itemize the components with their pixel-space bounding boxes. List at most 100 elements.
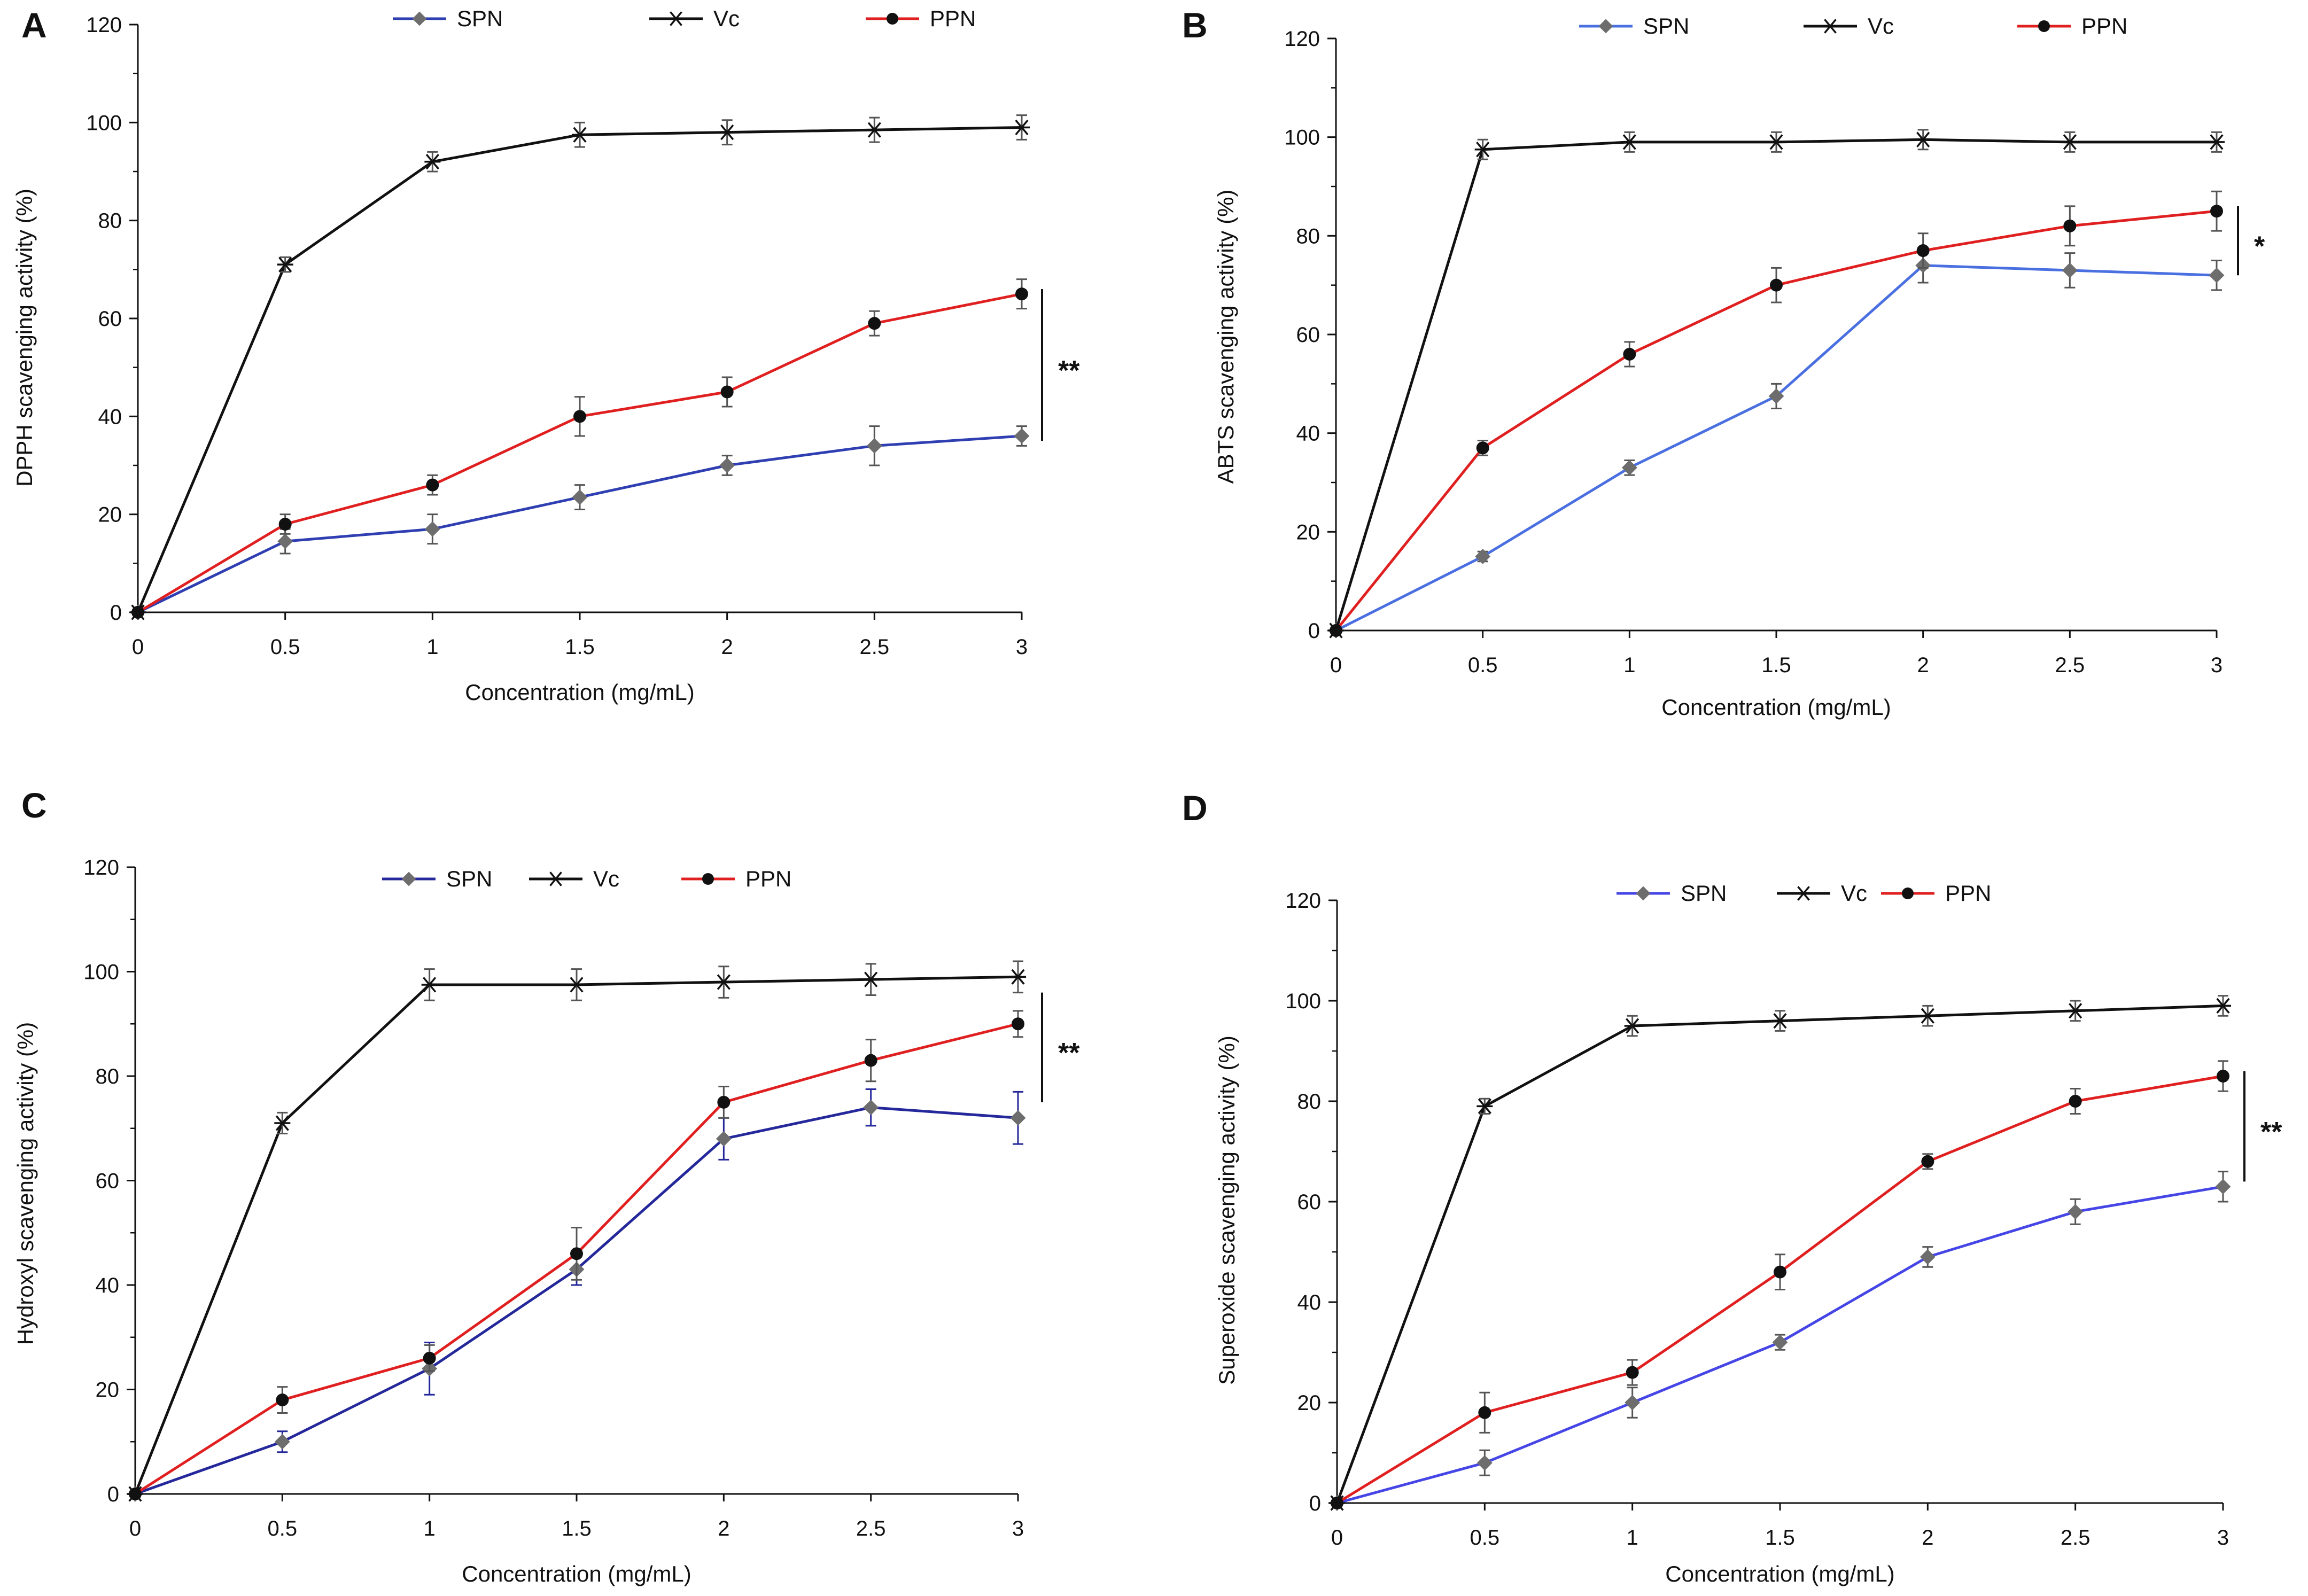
data-point-ppn — [278, 518, 292, 531]
data-point-vc — [862, 971, 879, 987]
data-point-vc — [1920, 1008, 1936, 1024]
x-tick-label: 0.5 — [270, 635, 300, 659]
y-axis-title: Hydroxyl scavenging activity (%) — [13, 1022, 38, 1345]
data-point-vc — [424, 154, 441, 170]
x-tick-label: 1.5 — [1761, 653, 1791, 677]
data-point-spn — [1768, 388, 1784, 404]
x-tick-label: 0.5 — [1468, 653, 1498, 677]
legend-item-vc: Vc — [1777, 881, 1867, 906]
x-tick-label: 2 — [721, 635, 733, 659]
legend-item-ppn: PPN — [2017, 13, 2127, 38]
data-point-spn — [1625, 1395, 1641, 1411]
data-point-vc — [569, 977, 585, 993]
data-point-spn — [716, 1131, 732, 1147]
data-point-vc — [274, 1115, 291, 1131]
series-line-spn — [1335, 264, 2217, 632]
chart-panel-d: D 0 20 40 60 80 100 120 0 0.5 1 1.5 2 2.5 3 Concentrati… — [1182, 788, 2282, 1586]
y-tick-label: 40 — [98, 405, 122, 429]
x-tick-label: 1 — [1627, 1526, 1638, 1550]
data-point-ppn — [2069, 1095, 2082, 1108]
data-point-ppn — [1921, 1155, 1934, 1168]
legend-item-vc: Vc — [649, 6, 740, 31]
x-tick-label: 3 — [1012, 1517, 1024, 1540]
data-point-vc — [277, 256, 293, 273]
data-point-ppn — [1331, 1497, 1343, 1509]
data-point-spn — [866, 438, 882, 454]
y-axis-title: ABTS scavenging activity (%) — [1213, 190, 1238, 484]
x-tick-label: 2.5 — [856, 1517, 886, 1540]
y-tick-label: 20 — [98, 503, 122, 527]
x-tick-label: 1.5 — [562, 1517, 592, 1540]
data-point-spn — [2062, 262, 2078, 278]
data-point-vc — [1915, 131, 1931, 147]
x-tick-label: 3 — [2211, 653, 2222, 677]
y-tick-label: 80 — [96, 1065, 120, 1088]
data-point-ppn — [129, 1488, 142, 1500]
data-point-ppn — [570, 1247, 583, 1260]
legend-marker-star — [1823, 19, 1838, 34]
y-tick-label: 80 — [1297, 1090, 1322, 1114]
legend-label: Vc — [1841, 881, 1867, 906]
data-point-vc — [1621, 134, 1638, 150]
y-tick-label: 60 — [1296, 323, 1320, 347]
legend-marker-circle — [702, 873, 714, 885]
data-point-spn — [1477, 1455, 1493, 1471]
data-point-vc — [716, 974, 732, 990]
x-tick-label: 0 — [1331, 1526, 1343, 1550]
legend-label: SPN — [457, 6, 503, 31]
legend-item-spn: SPN — [1579, 13, 1689, 38]
data-point-vc — [719, 124, 735, 141]
data-point-ppn — [2063, 219, 2077, 232]
panel-letter-a: A — [21, 5, 47, 45]
panel-letter-d: D — [1182, 788, 1208, 828]
data-point-spn — [1010, 1110, 1026, 1126]
significance-label: ** — [2260, 1117, 2282, 1148]
legend-item-spn: SPN — [382, 866, 492, 891]
legend-item-spn: SPN — [393, 6, 503, 31]
data-point-vc — [1768, 134, 1784, 150]
data-point-ppn — [868, 317, 881, 330]
data-point-spn — [719, 457, 735, 473]
legend-label: PPN — [930, 6, 976, 31]
y-tick-label: 40 — [96, 1274, 120, 1297]
data-point-ppn — [1330, 624, 1342, 637]
y-tick-label: 20 — [96, 1379, 120, 1402]
data-point-ppn — [717, 1095, 731, 1109]
panel-letter-b: B — [1182, 5, 1208, 45]
legend-marker-diamond — [1636, 886, 1651, 901]
data-point-spn — [277, 533, 293, 549]
x-tick-label: 1.5 — [565, 635, 595, 659]
legend-item-ppn: PPN — [866, 6, 976, 31]
x-tick-label: 2.5 — [2061, 1526, 2091, 1550]
legend-marker-circle — [2038, 20, 2050, 32]
x-axis-title: Concentration (mg/mL) — [1665, 1561, 1895, 1586]
series-line-spn — [135, 1106, 1019, 1496]
legend-label: SPN — [1681, 881, 1727, 906]
y-axis-title: Superoxide scavenging activity (%) — [1214, 1036, 1239, 1385]
series-line-vc — [136, 126, 1022, 613]
x-tick-label: 2.5 — [860, 635, 890, 659]
legend-marker-diamond — [1598, 19, 1613, 34]
data-point-ppn — [720, 385, 734, 399]
data-point-vc — [572, 127, 588, 143]
x-tick-label: 0 — [129, 1517, 141, 1540]
chart-panel-a: A 0 20 40 60 80 100 120 0 0.5 1 1.5 2 2.5 3 Concentrati… — [12, 5, 1080, 705]
legend-item-ppn: PPN — [1881, 881, 1991, 906]
x-tick-label: 2 — [1922, 1526, 1933, 1550]
y-tick-label: 40 — [1296, 422, 1320, 446]
y-tick-label: 100 — [83, 961, 119, 984]
data-point-vc — [1474, 142, 1491, 158]
legend-marker-circle — [887, 13, 898, 25]
data-point-vc — [1014, 119, 1030, 136]
data-point-ppn — [1012, 1017, 1024, 1031]
x-tick-label: 0.5 — [1470, 1526, 1500, 1550]
data-point-vc — [2209, 134, 2225, 150]
y-tick-label: 120 — [1285, 889, 1321, 913]
legend-marker-star — [548, 871, 563, 886]
legend-label: SPN — [1643, 13, 1689, 38]
x-tick-label: 0 — [132, 635, 144, 659]
panel-letter-c: C — [21, 785, 47, 825]
data-point-spn — [572, 489, 588, 505]
series-line-ppn — [137, 292, 1022, 614]
data-point-vc — [2067, 1003, 2084, 1019]
